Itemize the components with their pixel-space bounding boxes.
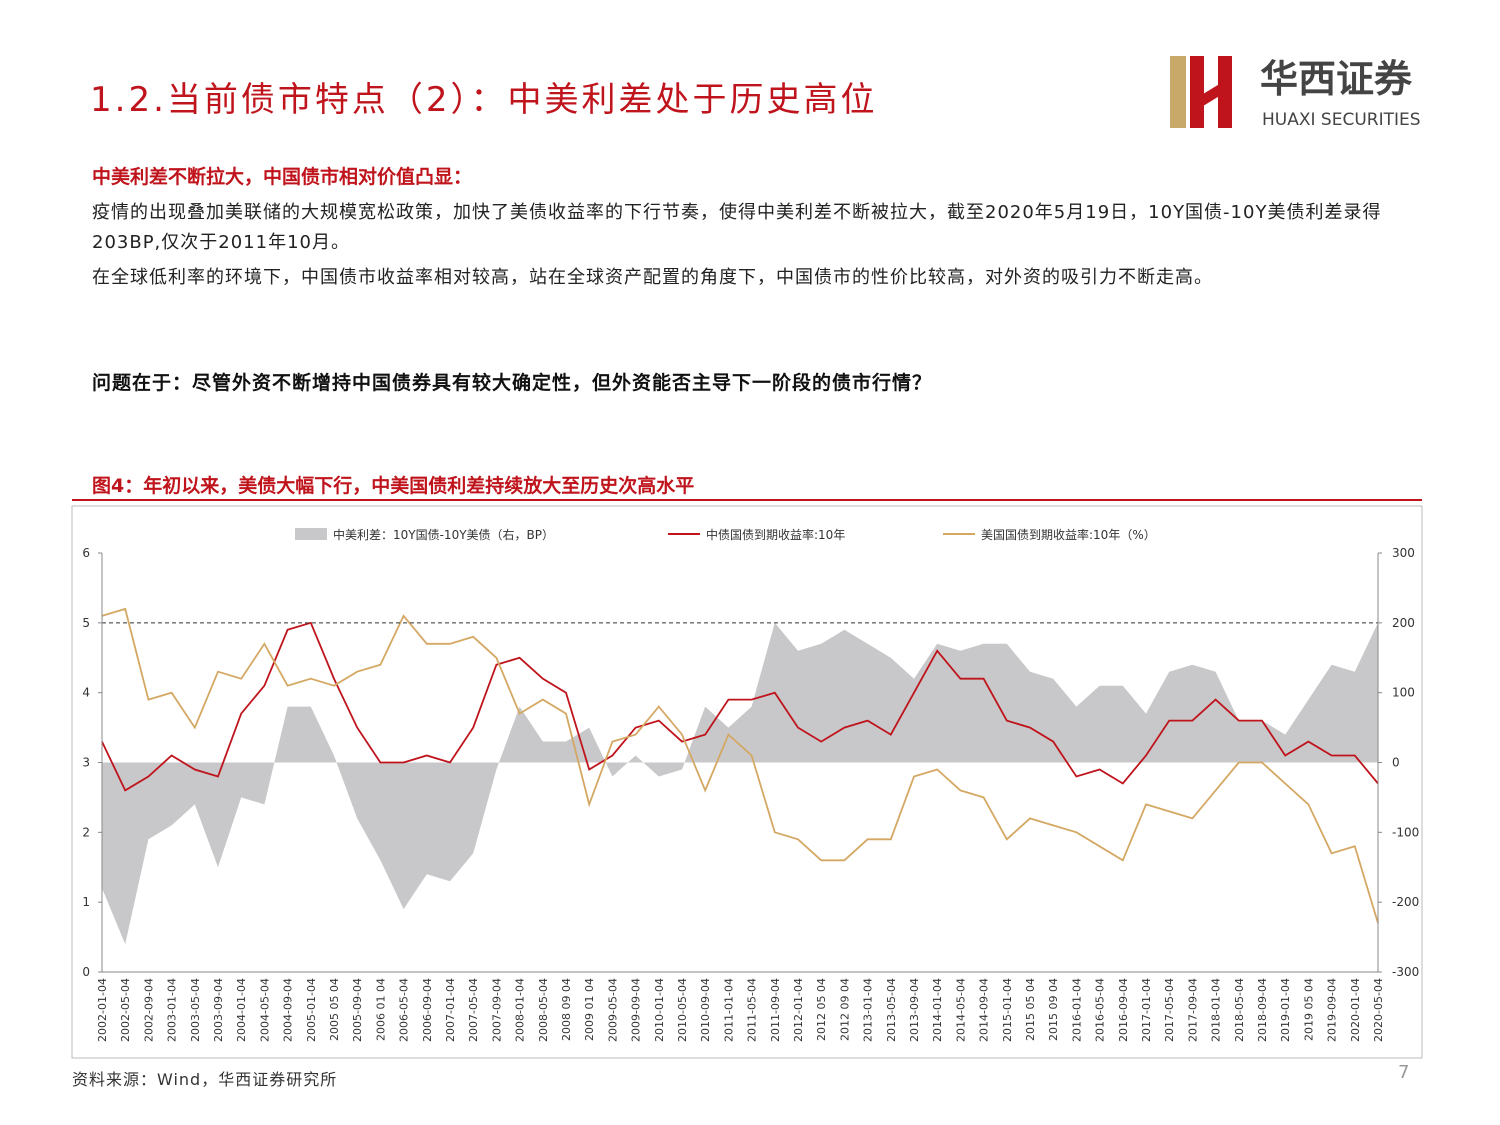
slide-title: 1.2.当前债市特点（2）：中美利差处于历史高位 [90,80,878,120]
x-tick-label: 2020-05-04 [1372,978,1385,1042]
headline: 中美利差不断拉大，中国债市相对价值凸显： [92,166,473,188]
area [102,622,1378,945]
x-tick-label: 2006 01 04 [374,978,387,1041]
x-tick-label: 2013-09-04 [908,978,921,1042]
line [101,621,1379,792]
x-tick-label: 2006-05-04 [398,978,411,1042]
legend-label: 中美利差：10Y国债-10Y美债（右，BP） [333,527,554,542]
x-tick-label: 2003-01-04 [166,978,179,1042]
y2-tick-label: -200 [1392,895,1419,909]
x-tick-label: 2004-05-04 [258,978,271,1042]
x-tick-label: 2012-01-04 [792,978,805,1042]
figure-caption: 图4：年初以来，美债大幅下行，中美国债利差持续放大至历史次高水平 [92,475,695,497]
x-tick-label: 2007-09-04 [490,978,503,1042]
y2-tick-label: 0 [1392,756,1400,770]
y2-tick-label: 100 [1392,686,1415,700]
x-tick-label: 2015 09 04 [1047,978,1060,1041]
x-tick-label: 2007-05-04 [467,978,480,1042]
x-tick-label: 2008-01-04 [514,978,527,1042]
x-tick-label: 2002-05-04 [119,978,132,1042]
x-tick-label: 2017-01-04 [1140,978,1153,1042]
x-tick-label: 2016-01-04 [1070,978,1083,1042]
y-tick-label: 0 [82,965,90,979]
x-tick-label: 2009-09-04 [630,978,643,1042]
logo-shape [1190,80,1226,114]
x-tick-label: 2008 09 04 [560,978,573,1041]
chart-frame [71,505,1423,1059]
logo: 华西证券 HUAXI SECURITIES [1170,56,1421,130]
source: 资料来源：Wind，华西证券研究所 [72,1070,338,1089]
legend-label: 中债国债到期收益率:10年 [706,527,845,542]
x-tick-label: 2017-05-04 [1163,978,1176,1042]
x-tick-label: 2019-09-04 [1326,978,1339,1042]
x-tick-label: 2019-01-04 [1279,978,1292,1042]
y2-tick-label: 300 [1392,546,1415,560]
x-tick-label: 2011-05-04 [746,978,759,1042]
y2-tick-label: 200 [1392,616,1415,630]
x-tick-label: 2004-01-04 [235,978,248,1042]
x-tick-label: 2011-09-04 [769,978,782,1042]
x-tick-label: 2014-05-04 [954,978,967,1042]
x-tick-label: 2009-05-04 [606,978,619,1042]
y-tick-label: 5 [82,616,90,630]
x-tick-label: 2019 05 04 [1302,978,1315,1041]
x-tick-label: 2005 05 04 [328,978,341,1041]
x-tick-label: 2015 05 04 [1024,978,1037,1041]
x-tick-label: 2012 05 04 [815,978,828,1041]
logo-bar [1218,56,1232,128]
y-tick-label: 6 [82,546,90,560]
x-tick-label: 2018-05-04 [1233,978,1246,1042]
y-tick-label: 3 [82,756,90,770]
x-tick-label: 2004-09-04 [282,978,295,1042]
x-tick-label: 2020-01-04 [1349,978,1362,1042]
y-tick-label: 2 [82,825,90,839]
x-tick-label: 2010-09-04 [699,978,712,1042]
x-tick-label: 2002-01-04 [96,978,109,1042]
legend-swatch [295,528,327,540]
x-tick-label: 2014-09-04 [978,978,991,1042]
x-tick-label: 2015-01-04 [1001,978,1014,1042]
question: 问题在于：尽管外资不断增持中国债券具有较大确定性，但外资能否主导下一阶段的债市行… [92,372,933,394]
x-tick-label: 2012 09 04 [838,978,851,1041]
x-tick-label: 2005-01-04 [305,978,318,1042]
x-tick-label: 2011-01-04 [722,978,735,1042]
x-tick-label: 2018-01-04 [1210,978,1223,1042]
logo-bar [1170,56,1186,128]
x-tick-label: 2003-09-04 [212,978,225,1042]
x-tick-label: 2003-05-04 [189,978,202,1042]
x-tick-label: 2005-09-04 [351,978,364,1042]
x-tick-label: 2013-05-04 [885,978,898,1042]
x-tick-label: 2002-09-04 [142,978,155,1042]
logo-en: HUAXI SECURITIES [1262,110,1421,130]
page-number: 7 [1398,1062,1410,1083]
y-tick-label: 4 [82,686,90,700]
x-tick-label: 2016-05-04 [1094,978,1107,1042]
paragraph: 在全球低利率的环境下，中国债市收益率相对较高，站在全球资产配置的角度下，中国债市… [92,267,1213,288]
paragraph: 疫情的出现叠加美联储的大规模宽松政策，加快了美债收益率的下行节奏，使得中美利差不… [92,202,1382,253]
x-tick-label: 2010-01-04 [653,978,666,1042]
x-tick-label: 2007-01-04 [444,978,457,1042]
x-tick-label: 2009 01 04 [583,978,596,1041]
x-tick-label: 2018-09-04 [1256,978,1269,1042]
x-tick-label: 2016-09-04 [1117,978,1130,1042]
x-tick-label: 2014-01-04 [931,978,944,1042]
y2-tick-label: -300 [1392,965,1419,979]
line [101,607,1379,924]
y-tick-label: 1 [82,895,90,909]
x-tick-label: 2006-09-04 [421,978,434,1042]
x-tick-label: 2017-09-04 [1186,978,1199,1042]
y2-tick-label: -100 [1392,825,1419,839]
x-tick-label: 2008-05-04 [537,978,550,1042]
logo-cn: 华西证券 [1260,57,1413,101]
x-tick-label: 2013-01-04 [862,978,875,1042]
x-tick-label: 2010-05-04 [676,978,689,1042]
legend-label: 美国国债到期收益率:10年（%） [981,527,1156,542]
